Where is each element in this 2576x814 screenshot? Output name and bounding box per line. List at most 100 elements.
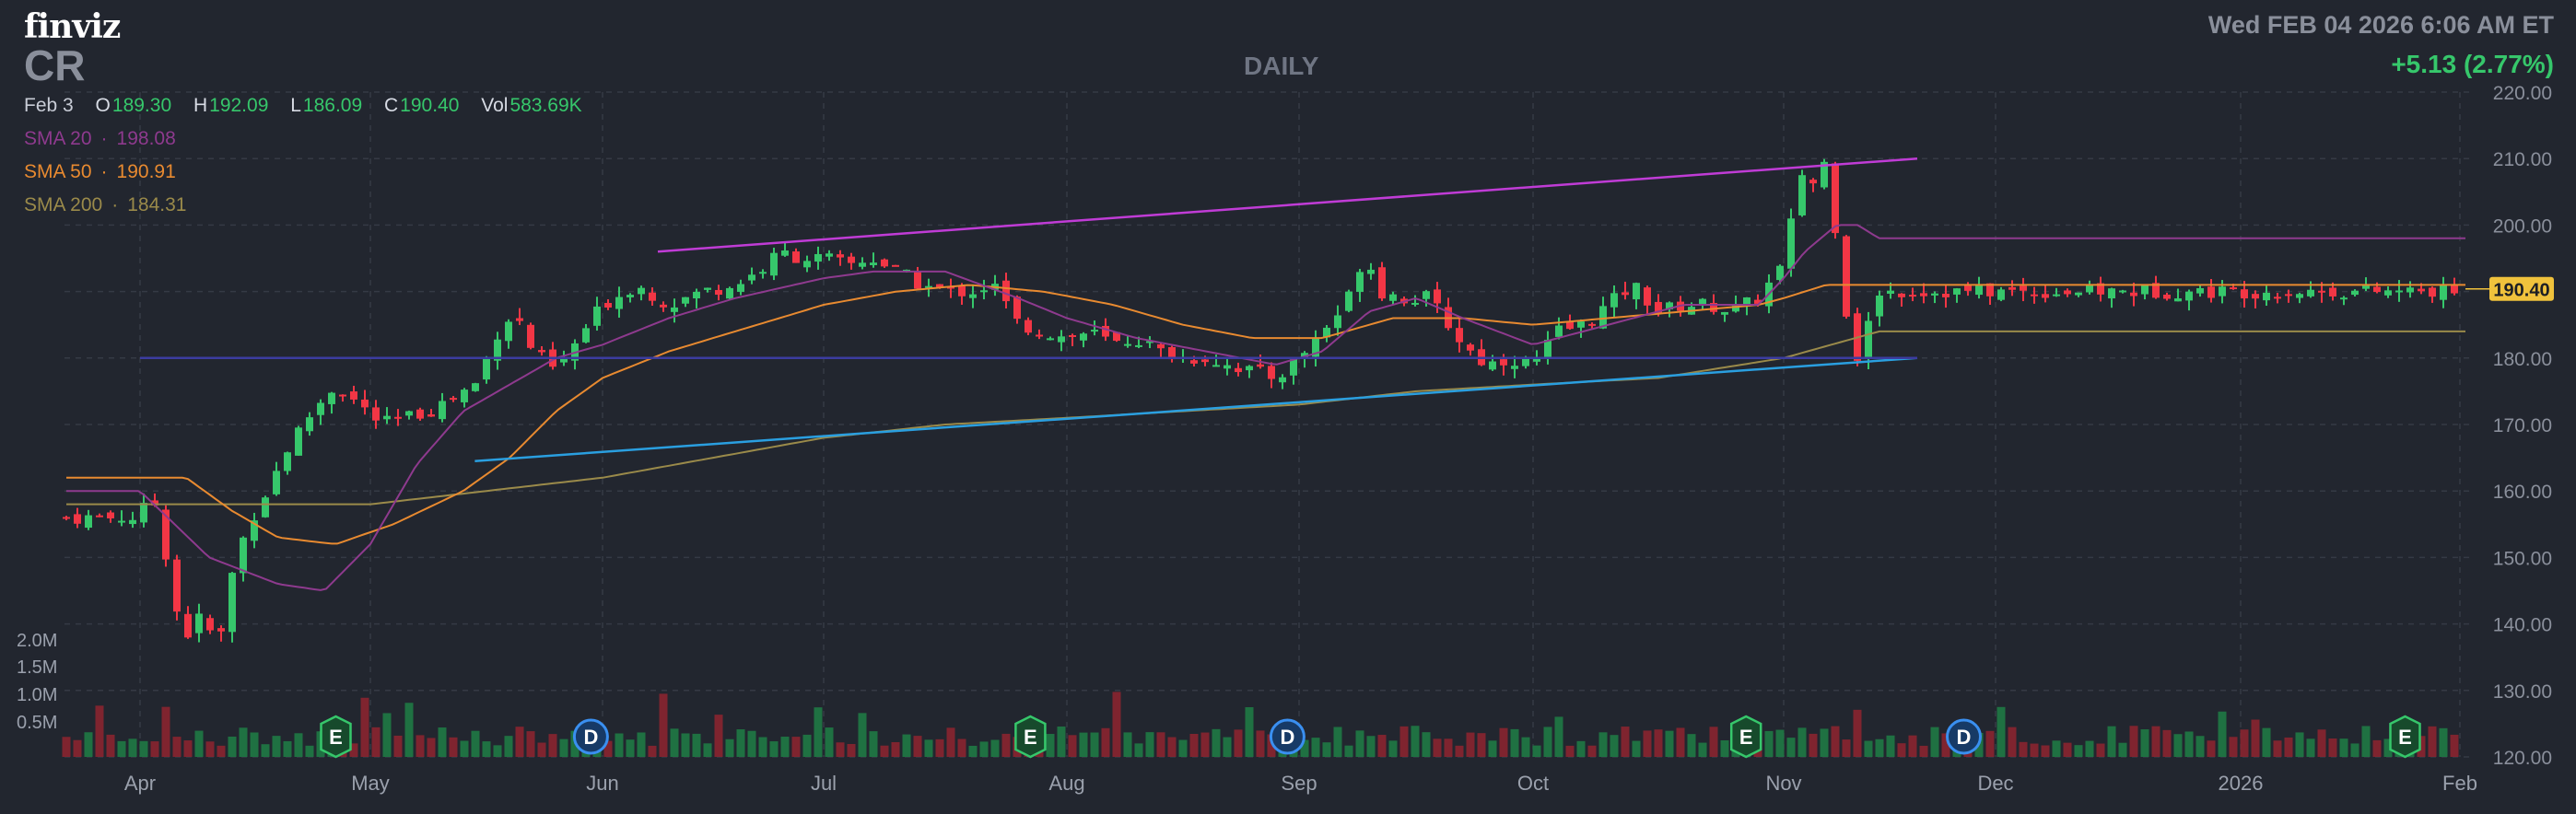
datetime-label: Wed FEB 04 2026 6:06 AM ET bbox=[2207, 11, 2554, 39]
volume-bar bbox=[1223, 737, 1232, 757]
sma-50-legend[interactable]: SMA 50 · 190.91 bbox=[24, 161, 176, 182]
sma-50-label: SMA 50 bbox=[24, 161, 92, 182]
earnings-marker[interactable] bbox=[1729, 715, 1762, 759]
candle bbox=[1588, 323, 1596, 326]
volume-bar bbox=[2383, 738, 2393, 757]
candle bbox=[726, 287, 733, 299]
sma-200-legend[interactable]: SMA 200 · 184.31 bbox=[24, 194, 187, 215]
volume-bar bbox=[603, 740, 613, 757]
candle bbox=[947, 286, 954, 289]
volume-bar bbox=[626, 739, 635, 757]
trendline-purple[interactable] bbox=[657, 157, 1918, 253]
earnings-marker[interactable] bbox=[1014, 715, 1047, 759]
y-axis-label: 200.00 bbox=[2493, 215, 2552, 237]
candle bbox=[162, 509, 170, 560]
volume-bar bbox=[836, 742, 845, 757]
volume-bar bbox=[2096, 743, 2105, 757]
volume-bar bbox=[2251, 719, 2260, 757]
volume-bar bbox=[1797, 727, 1807, 757]
volume-bar bbox=[84, 732, 93, 757]
candle bbox=[1146, 341, 1153, 343]
volume-bar bbox=[416, 735, 425, 757]
volume-bar bbox=[139, 740, 148, 757]
candle bbox=[383, 415, 391, 420]
volume-bar bbox=[2019, 741, 2028, 757]
candle bbox=[715, 289, 722, 296]
y-axis-label: 140.00 bbox=[2493, 615, 2552, 636]
candle bbox=[2329, 287, 2336, 297]
volume-bar bbox=[1775, 729, 1785, 757]
volume-bar bbox=[382, 713, 392, 757]
candle bbox=[1610, 293, 1618, 308]
candle bbox=[2020, 285, 2027, 291]
candle bbox=[1168, 347, 1176, 360]
finviz-logo[interactable]: finviz bbox=[24, 7, 121, 46]
candle bbox=[538, 350, 545, 353]
volume-bar bbox=[1488, 740, 1497, 757]
candle bbox=[306, 417, 313, 432]
event-marker-label: E bbox=[1024, 726, 1037, 749]
volume-bar bbox=[1842, 739, 1851, 757]
candle bbox=[870, 262, 877, 265]
candle bbox=[461, 390, 468, 402]
timeframe-label[interactable]: DAILY bbox=[1244, 52, 1319, 80]
earnings-marker[interactable] bbox=[2389, 715, 2421, 759]
candle bbox=[1809, 180, 1817, 184]
volume-bar bbox=[128, 738, 137, 757]
candle bbox=[1710, 303, 1717, 312]
volume-bar bbox=[2295, 732, 2304, 757]
candle bbox=[781, 250, 789, 256]
volume-bar bbox=[714, 715, 723, 757]
volume-bar bbox=[968, 745, 978, 757]
candle bbox=[2130, 292, 2137, 297]
trendline-blue[interactable] bbox=[474, 356, 1918, 462]
volume-bar bbox=[1532, 745, 1541, 757]
close-value: 190.40 bbox=[400, 95, 460, 116]
candle bbox=[759, 272, 767, 274]
earnings-marker[interactable] bbox=[320, 715, 352, 759]
volume-bar bbox=[703, 743, 712, 757]
candle bbox=[582, 328, 590, 343]
volume-bar bbox=[648, 745, 657, 757]
volume-bar bbox=[1167, 737, 1177, 757]
volume-bar bbox=[1853, 709, 1862, 757]
candle bbox=[1644, 287, 1651, 306]
candle bbox=[85, 515, 92, 529]
volume-bar bbox=[1764, 730, 1774, 757]
candle bbox=[2219, 286, 2226, 297]
volume-bar bbox=[2240, 729, 2249, 757]
candle bbox=[1577, 321, 1585, 328]
y-axis-label: 170.00 bbox=[2493, 415, 2552, 436]
candle bbox=[1290, 359, 1297, 376]
candle bbox=[2395, 290, 2403, 293]
candle bbox=[859, 262, 866, 267]
volume-bar bbox=[1908, 735, 1917, 757]
candle bbox=[1500, 359, 1507, 366]
candle bbox=[2440, 284, 2447, 300]
dividend-marker[interactable] bbox=[1269, 718, 1306, 755]
candle bbox=[1544, 340, 1551, 359]
volume-bar bbox=[725, 738, 734, 757]
x-axis-label: May bbox=[351, 772, 390, 795]
close-label: C bbox=[383, 95, 399, 116]
volume-bar bbox=[681, 733, 690, 757]
volume-bar bbox=[814, 707, 823, 757]
candle bbox=[704, 287, 711, 290]
volume-value: 583.69K bbox=[509, 95, 582, 116]
x-axis-label: Sep bbox=[1281, 772, 1317, 795]
candle bbox=[2429, 287, 2436, 297]
sma-20-legend[interactable]: SMA 20 · 198.08 bbox=[24, 128, 176, 149]
candle bbox=[1489, 361, 1496, 370]
candle bbox=[295, 427, 302, 456]
y-axis-label: 220.00 bbox=[2493, 83, 2552, 104]
candle bbox=[748, 274, 755, 281]
candle bbox=[195, 613, 203, 634]
volume-bar bbox=[172, 737, 181, 757]
volume-bar bbox=[2361, 726, 2371, 757]
dividend-marker[interactable] bbox=[572, 718, 609, 755]
dividend-marker[interactable] bbox=[1946, 718, 1982, 755]
volume-bar bbox=[194, 730, 204, 757]
volume-bar bbox=[791, 737, 801, 757]
volume-bar bbox=[150, 741, 159, 757]
